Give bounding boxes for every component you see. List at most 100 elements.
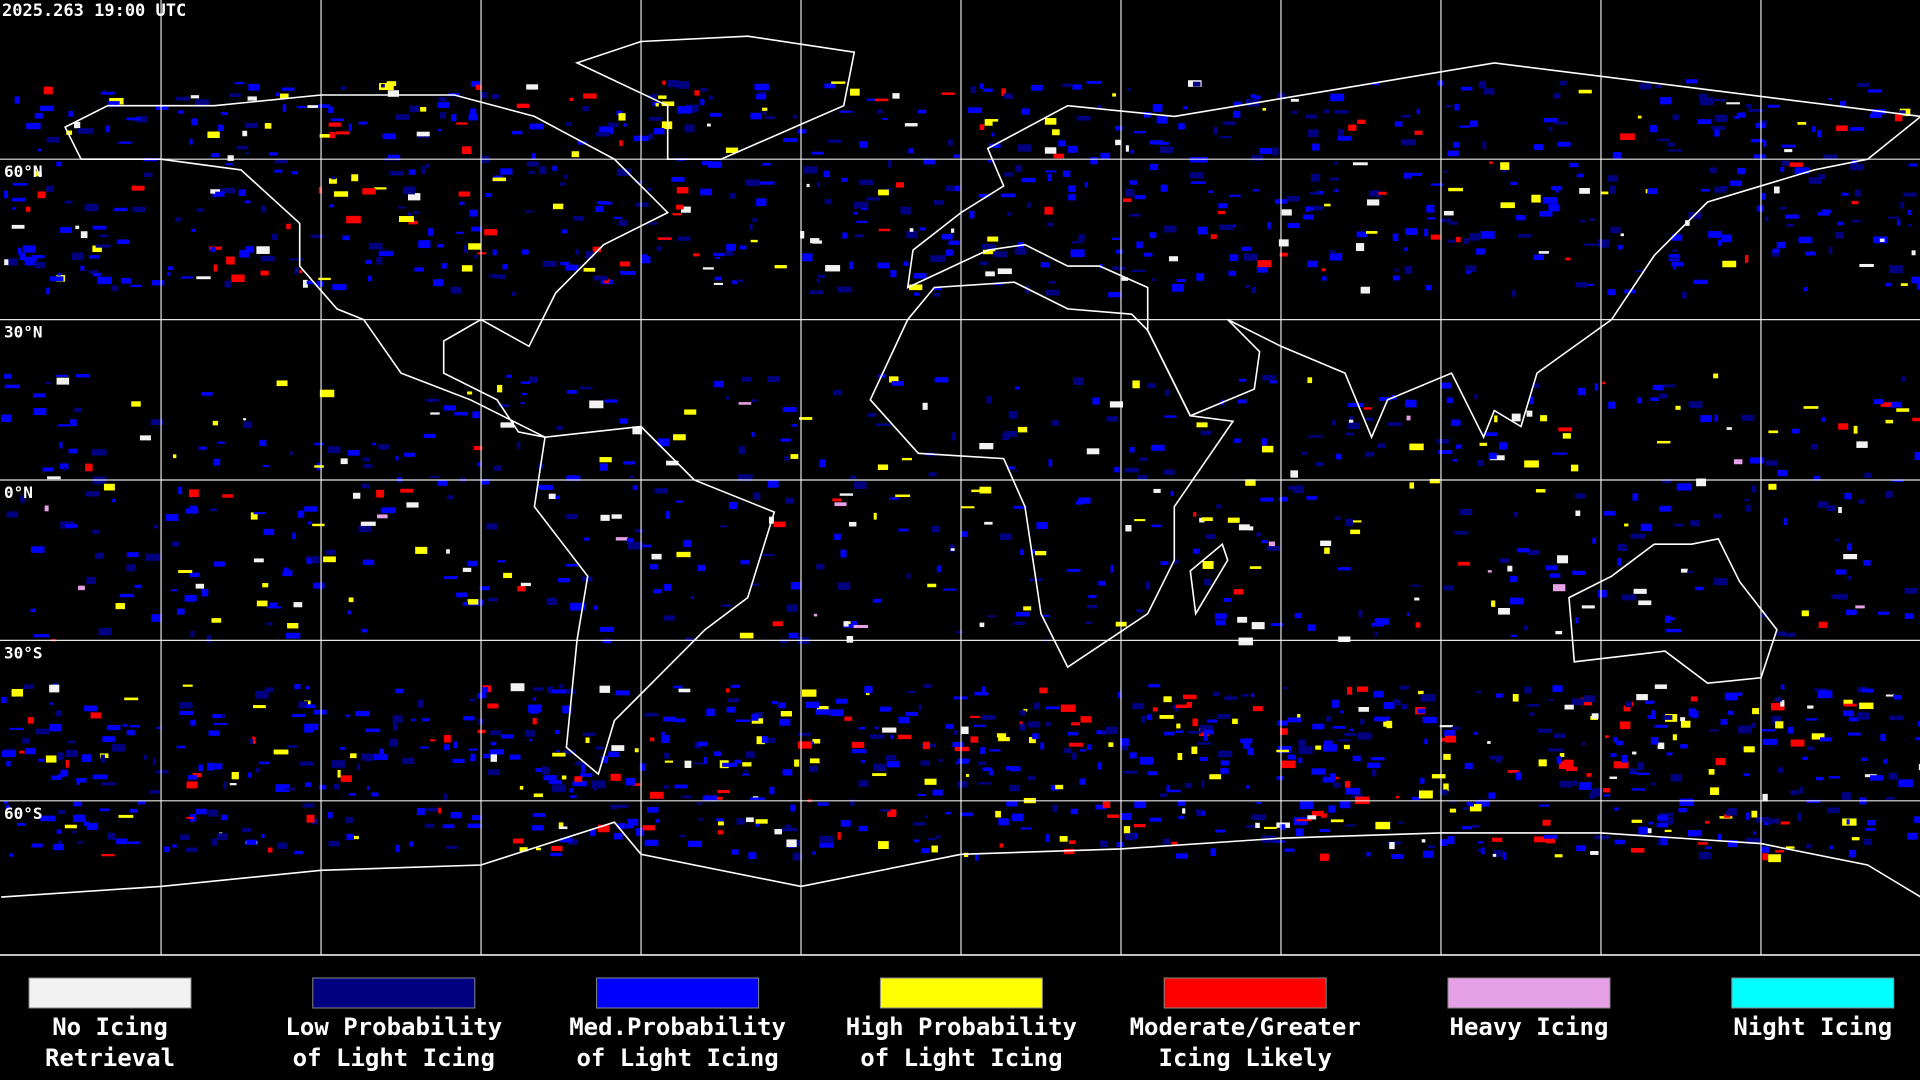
- icing-patch: [1720, 719, 1727, 722]
- icing-patch: [92, 245, 102, 253]
- icing-patch: [1571, 698, 1585, 706]
- icing-patch: [1834, 231, 1844, 239]
- icing-patch: [1045, 289, 1060, 296]
- icing-patch: [1246, 825, 1255, 828]
- icing-patch: [1319, 829, 1331, 832]
- icing-patch: [317, 104, 331, 108]
- icing-patch: [304, 782, 312, 787]
- icing-patch: [749, 223, 753, 231]
- icing-patch: [569, 97, 574, 101]
- icing-patch: [1085, 621, 1093, 625]
- icing-patch: [1228, 270, 1237, 276]
- legend-label: Night Icing: [1733, 1013, 1892, 1041]
- icing-patch: [1374, 631, 1378, 637]
- icing-patch: [552, 165, 557, 171]
- icing-patch: [1727, 840, 1738, 848]
- icing-patch: [1515, 215, 1525, 221]
- icing-patch: [818, 835, 834, 844]
- icing-patch: [238, 189, 246, 196]
- icing-patch: [1166, 784, 1170, 793]
- icing-patch: [66, 130, 73, 135]
- coastline: [533, 425, 776, 776]
- icing-patch: [1068, 742, 1083, 747]
- icing-patch: [596, 201, 609, 205]
- icing-patch: [1159, 146, 1174, 154]
- icing-patch: [872, 598, 882, 603]
- icing-patch: [129, 808, 139, 813]
- icing-patch: [1899, 110, 1906, 116]
- icing-patch: [1068, 185, 1076, 192]
- icing-patch: [1394, 268, 1399, 272]
- icing-patch: [1102, 801, 1111, 808]
- icing-patch: [1908, 163, 1918, 167]
- icing-patch: [982, 686, 986, 693]
- icing-patch: [1383, 721, 1390, 727]
- icing-patch: [1219, 224, 1234, 230]
- icing-patch: [98, 552, 104, 559]
- icing-patch: [1609, 776, 1617, 779]
- icing-patch: [1227, 517, 1240, 523]
- icing-patch: [652, 93, 657, 101]
- icing-patch: [546, 597, 557, 605]
- icing-patch: [1480, 231, 1495, 239]
- icing-patch: [1209, 774, 1222, 780]
- icing-patch: [366, 786, 370, 791]
- icing-patch: [130, 284, 142, 287]
- icing-patch: [1164, 225, 1177, 233]
- icing-patch: [265, 622, 273, 626]
- icing-patch: [1087, 744, 1092, 751]
- icing-patch: [1717, 834, 1722, 842]
- icing-patch: [1768, 430, 1779, 434]
- icing-patch: [673, 434, 686, 441]
- icing-patch: [589, 829, 596, 836]
- icing-patch: [1044, 147, 1057, 154]
- icing-patch: [984, 521, 993, 525]
- icing-patch: [380, 83, 385, 88]
- icing-patch: [92, 225, 107, 230]
- icing-patch: [1783, 632, 1796, 637]
- icing-patch: [791, 424, 797, 427]
- icing-patch: [1256, 532, 1261, 537]
- icing-patch: [1799, 786, 1803, 794]
- icing-patch: [1494, 415, 1498, 423]
- icing-patch: [1174, 559, 1179, 564]
- icing-patch: [879, 809, 891, 812]
- icing-patch: [1516, 548, 1530, 553]
- icing-patch: [1086, 80, 1102, 84]
- icing-patch: [632, 426, 643, 435]
- icing-patch: [1492, 853, 1497, 857]
- icing-patch: [941, 233, 953, 240]
- icing-patch: [1637, 762, 1645, 771]
- icing-patch: [185, 508, 199, 514]
- icing-patch: [1036, 521, 1048, 530]
- icing-patch: [697, 564, 706, 572]
- icing-patch: [1650, 397, 1659, 401]
- icing-patch: [111, 743, 125, 752]
- icing-patch: [741, 376, 752, 382]
- icing-patch: [78, 128, 94, 134]
- icing-patch: [798, 732, 812, 736]
- icing-patch: [1120, 738, 1129, 746]
- icing-patch: [152, 280, 165, 286]
- icing-patch: [797, 129, 807, 134]
- icing-patch: [1694, 586, 1704, 591]
- lat-labels: 60°N30°N0°N30°S60°S: [4, 162, 43, 823]
- icing-patch: [1406, 415, 1411, 421]
- icing-patch: [390, 170, 405, 176]
- icing-patch: [1208, 190, 1213, 194]
- icing-patch: [3, 801, 9, 804]
- icing-patch: [1400, 139, 1416, 146]
- icing-patch: [452, 758, 465, 763]
- icing-patch: [834, 502, 847, 507]
- icing-patch: [1713, 513, 1722, 519]
- icing-patch: [1657, 440, 1671, 444]
- icing-patch: [1284, 848, 1295, 852]
- icing-patch: [665, 511, 671, 519]
- legend-swatch: [1163, 977, 1327, 1009]
- icing-patch: [865, 692, 870, 696]
- icing-patch: [1771, 249, 1780, 257]
- icing-patch: [102, 736, 115, 743]
- icing-patch: [574, 761, 587, 766]
- icing-patch: [1443, 783, 1449, 791]
- icing-patch: [467, 823, 483, 828]
